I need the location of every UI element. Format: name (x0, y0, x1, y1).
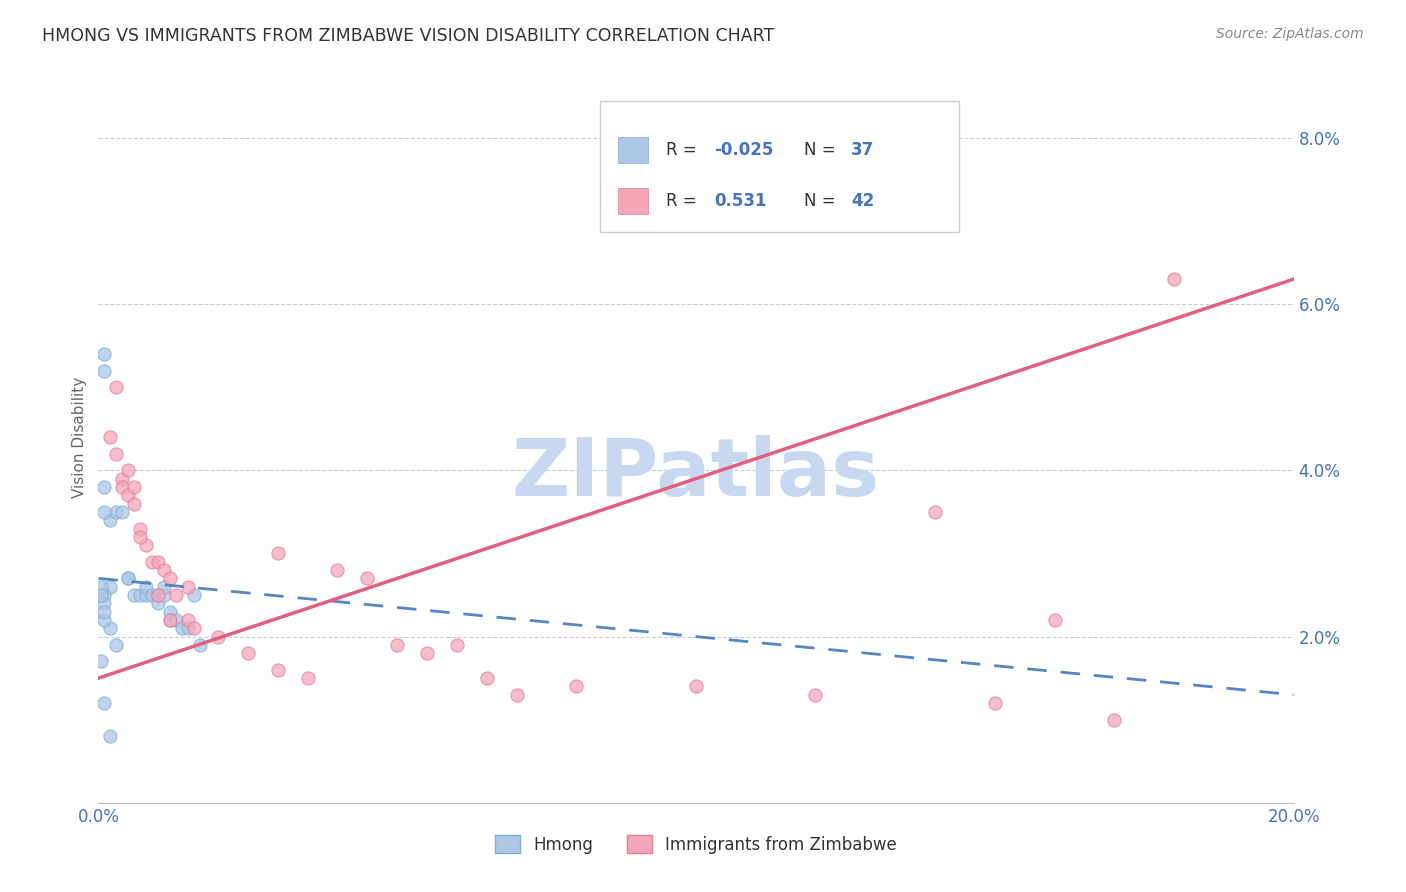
Point (326, 563, 349, 577)
Text: R =: R = (666, 141, 702, 159)
Point (685, 680, 707, 694)
Point (124, 480, 146, 494)
Point (183, 588, 205, 602)
Point (148, 555, 170, 569)
Point (117, 571, 139, 585)
Point (93, 347, 115, 361)
Text: 37: 37 (852, 141, 875, 159)
Point (159, 613, 181, 627)
Point (177, 621, 200, 635)
Point (177, 580, 200, 594)
Text: N =: N = (804, 141, 841, 159)
Point (111, 505, 134, 519)
Point (924, 505, 946, 519)
Point (1163, 272, 1185, 286)
Point (236, 646, 259, 660)
Point (172, 621, 194, 635)
Text: N =: N = (804, 192, 841, 210)
Point (117, 463, 139, 477)
Legend: Hmong, Immigrants from Zimbabwe: Hmong, Immigrants from Zimbabwe (488, 829, 904, 860)
Point (93, 605, 115, 619)
Point (93, 596, 115, 610)
Text: 42: 42 (852, 192, 875, 210)
Text: HMONG VS IMMIGRANTS FROM ZIMBABWE VISION DISABILITY CORRELATION CHART: HMONG VS IMMIGRANTS FROM ZIMBABWE VISION… (42, 27, 775, 45)
Text: ZIPatlas: ZIPatlas (512, 434, 880, 513)
Point (93, 613, 115, 627)
Point (135, 588, 157, 602)
Point (267, 546, 290, 560)
Point (105, 638, 128, 652)
Point (129, 521, 152, 535)
Point (297, 671, 319, 685)
Point (188, 638, 211, 652)
Bar (619, 188, 648, 214)
Point (1104, 713, 1126, 727)
Point (385, 638, 409, 652)
Point (153, 580, 176, 594)
Point (90, 580, 112, 594)
Point (105, 505, 128, 519)
Point (98, 513, 122, 527)
Bar (619, 136, 648, 163)
Point (93, 588, 115, 602)
Point (105, 380, 128, 394)
Point (506, 688, 529, 702)
Point (90, 655, 112, 669)
Point (1043, 613, 1066, 627)
Point (177, 613, 200, 627)
Text: R =: R = (666, 192, 702, 210)
Point (141, 588, 163, 602)
Point (98, 729, 122, 743)
Point (148, 596, 170, 610)
Point (98, 621, 122, 635)
Point (159, 613, 181, 627)
Point (105, 447, 128, 461)
Point (804, 688, 827, 702)
Point (93, 480, 115, 494)
Point (135, 538, 157, 552)
Text: Source: ZipAtlas.com: Source: ZipAtlas.com (1216, 27, 1364, 41)
Y-axis label: Vision Disability: Vision Disability (72, 376, 87, 498)
Point (129, 530, 152, 544)
Point (356, 571, 378, 585)
Point (117, 571, 139, 585)
Point (153, 588, 176, 602)
Point (124, 497, 146, 511)
Point (446, 638, 468, 652)
Point (148, 588, 170, 602)
Point (565, 680, 588, 694)
Point (159, 605, 181, 619)
Point (141, 555, 163, 569)
Point (135, 580, 157, 594)
Point (93, 363, 115, 377)
Point (117, 488, 139, 502)
Point (111, 480, 134, 494)
Point (165, 588, 187, 602)
Point (93, 696, 115, 710)
Point (165, 613, 187, 627)
Point (416, 646, 439, 660)
Text: 0.531: 0.531 (714, 192, 766, 210)
Point (129, 588, 152, 602)
Point (207, 630, 229, 644)
Point (148, 588, 170, 602)
Point (153, 563, 176, 577)
Point (124, 588, 146, 602)
Point (98, 430, 122, 444)
Point (93, 505, 115, 519)
Point (475, 671, 498, 685)
Point (159, 571, 181, 585)
Point (111, 472, 134, 486)
Text: -0.025: -0.025 (714, 141, 773, 159)
Point (183, 621, 205, 635)
Point (90, 588, 112, 602)
Point (267, 663, 290, 677)
Point (98, 580, 122, 594)
Point (984, 696, 1007, 710)
